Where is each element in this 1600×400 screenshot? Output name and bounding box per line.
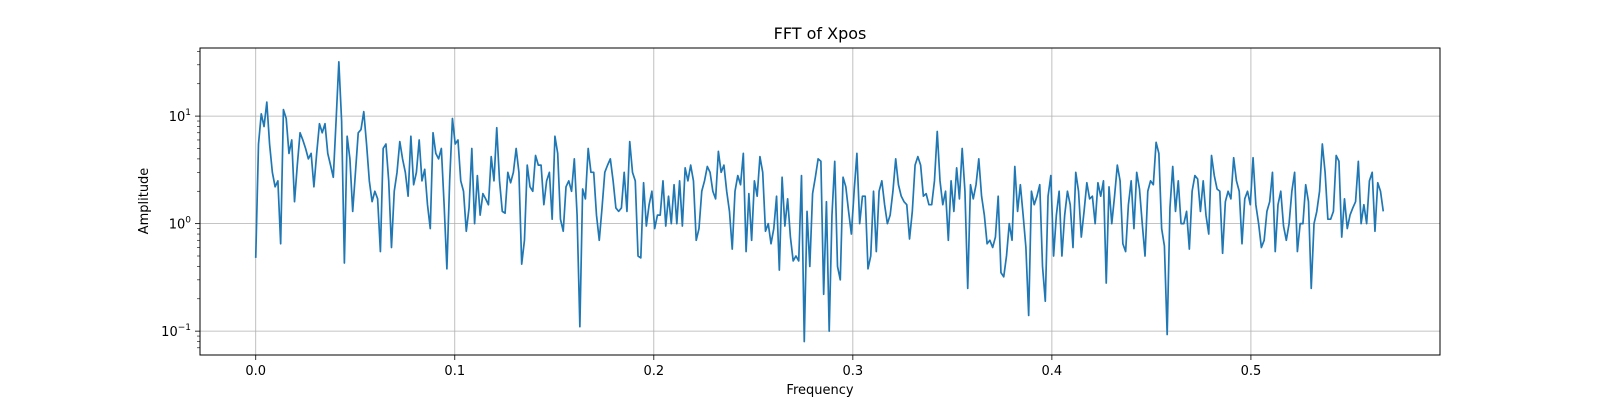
x-tick-label: 0.1: [444, 364, 465, 379]
x-tick-label: 0.5: [1241, 364, 1262, 379]
x-axis-label: Frequency: [786, 383, 853, 398]
y-tick-label: 101: [169, 108, 191, 125]
plot-frame: [199, 47, 1441, 356]
y-tick-label: 10−1: [161, 323, 191, 340]
y-axis-label: Amplitude: [137, 168, 152, 235]
y-axis-ticks: 10−1 100 101: [161, 51, 200, 349]
x-tick-label: 0.3: [842, 364, 863, 379]
y-gridlines: [200, 115, 1440, 332]
x-tick-label: 0.4: [1042, 364, 1063, 379]
x-axis-ticks: 0.0 0.1 0.2 0.3 0.4 0.5: [245, 355, 1261, 379]
x-tick-label: 0.0: [245, 364, 266, 379]
chart-title: FFT of Xpos: [774, 24, 867, 43]
x-tick-label: 0.2: [643, 364, 664, 379]
fft-amplitude-line: [254, 60, 1385, 343]
y-tick-label: 100: [169, 216, 192, 233]
